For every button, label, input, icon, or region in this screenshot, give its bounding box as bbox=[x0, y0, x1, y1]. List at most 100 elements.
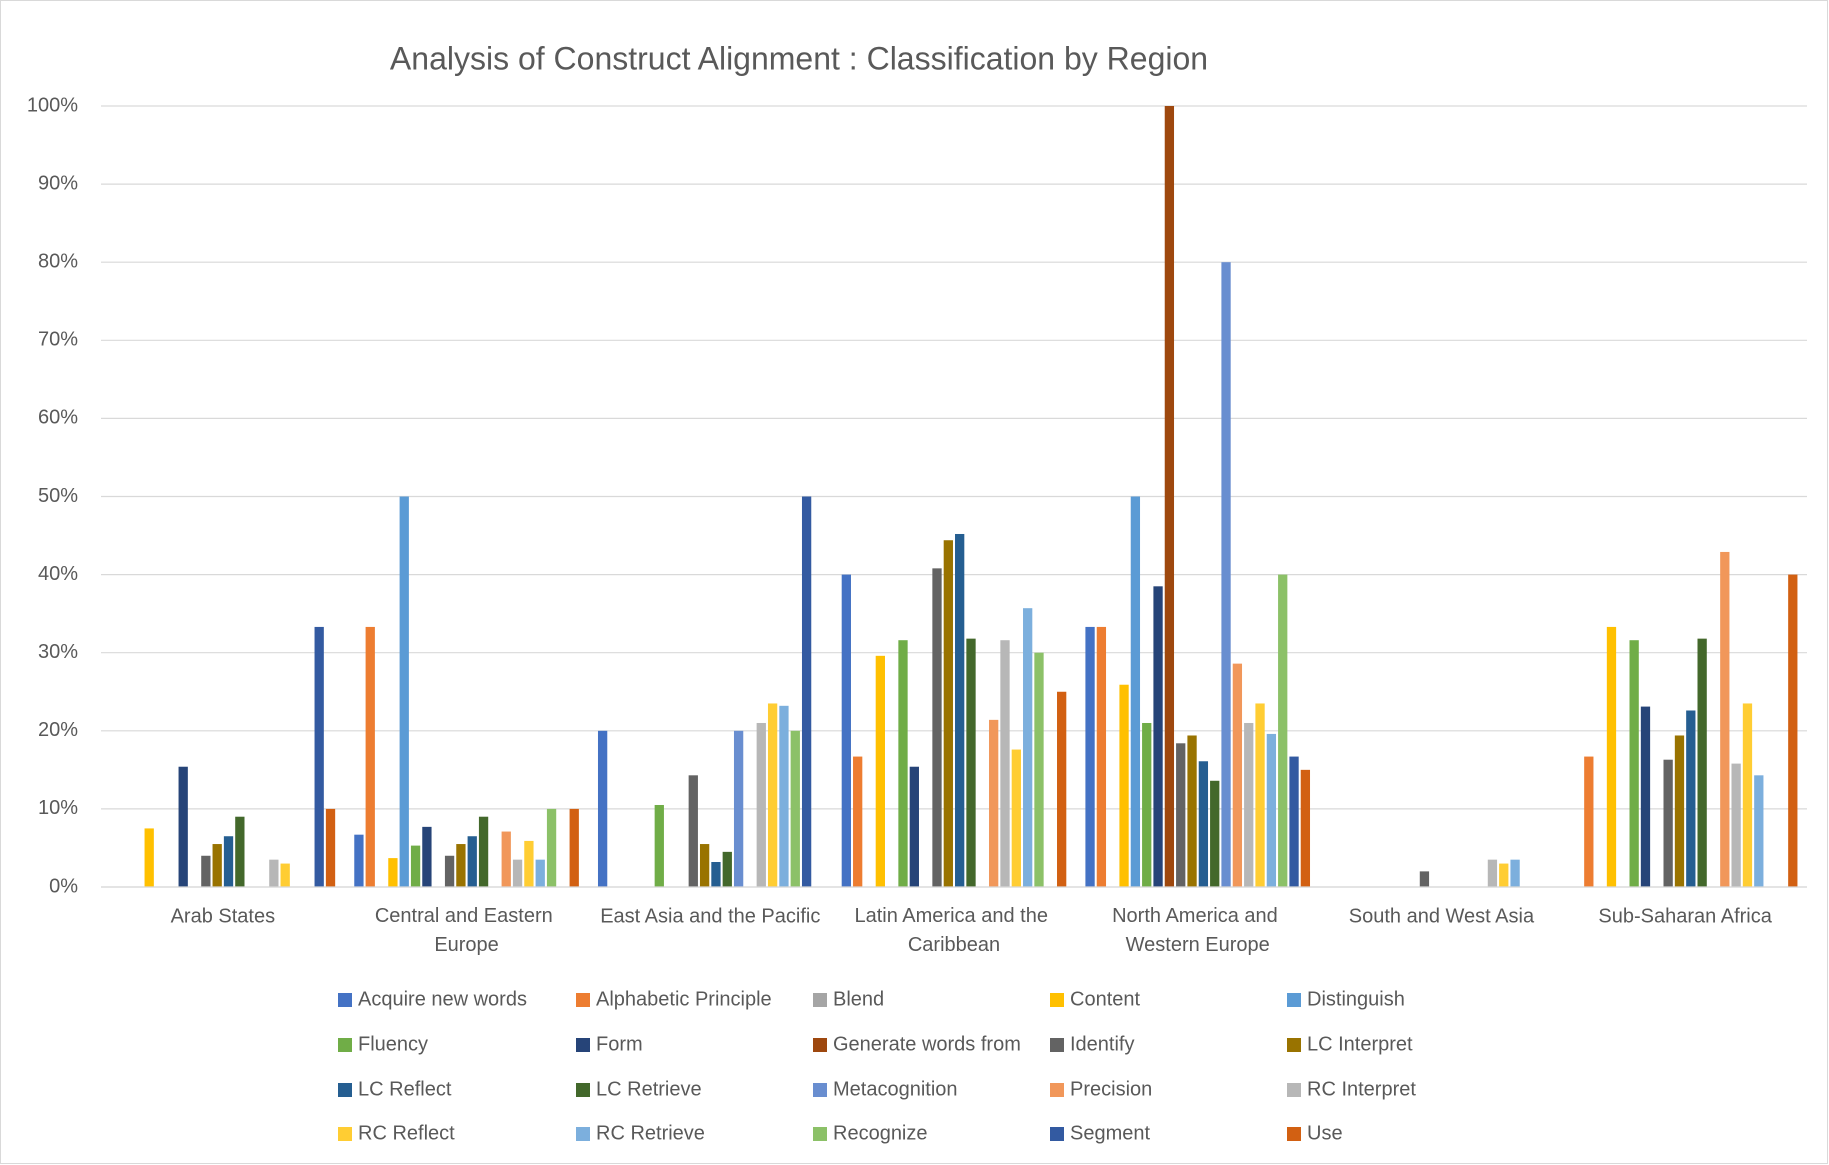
bar bbox=[853, 756, 863, 887]
legend-swatch bbox=[1050, 1127, 1064, 1141]
x-tick-label: Arab States bbox=[171, 905, 276, 927]
bar bbox=[1255, 703, 1265, 887]
bar bbox=[1629, 640, 1639, 887]
bar bbox=[1663, 759, 1673, 887]
bar bbox=[144, 828, 154, 887]
bar bbox=[410, 845, 421, 887]
y-tick-label: 0% bbox=[49, 875, 78, 897]
bar bbox=[1244, 722, 1254, 887]
bar bbox=[1057, 691, 1067, 887]
bar bbox=[1674, 735, 1685, 887]
y-tick-label: 10% bbox=[38, 797, 78, 819]
legend-label: Precision bbox=[1070, 1078, 1152, 1100]
bar bbox=[1130, 496, 1141, 887]
bar bbox=[1085, 626, 1095, 887]
y-tick-label: 40% bbox=[38, 563, 78, 585]
legend-swatch bbox=[1287, 993, 1301, 1007]
legend-label: Metacognition bbox=[833, 1078, 958, 1100]
bar bbox=[1788, 574, 1798, 887]
bar bbox=[467, 836, 477, 887]
legend-label: Recognize bbox=[833, 1122, 928, 1144]
bar bbox=[1096, 626, 1107, 887]
legend-label: RC Retrieve bbox=[596, 1122, 705, 1144]
legend-swatch bbox=[576, 993, 590, 1007]
bar bbox=[654, 804, 664, 887]
legend-label: RC Interpret bbox=[1307, 1078, 1416, 1100]
bar bbox=[722, 851, 732, 887]
bar bbox=[1731, 763, 1741, 887]
bar bbox=[456, 844, 466, 887]
bar bbox=[1198, 761, 1209, 887]
bar bbox=[955, 533, 965, 887]
bar bbox=[1221, 262, 1231, 887]
bar bbox=[1023, 608, 1033, 887]
legend-label: Alphabetic Principle bbox=[596, 988, 772, 1010]
bar bbox=[1510, 859, 1520, 887]
legend-label: Distinguish bbox=[1307, 988, 1405, 1010]
bar bbox=[1119, 684, 1129, 887]
bar bbox=[1289, 756, 1299, 887]
legend-label: Blend bbox=[833, 988, 884, 1010]
legend-swatch bbox=[338, 1038, 352, 1052]
legend-swatch bbox=[813, 1038, 827, 1052]
legend-label: Fluency bbox=[358, 1033, 428, 1055]
bar bbox=[365, 626, 375, 887]
legend-label: LC Retrieve bbox=[596, 1078, 702, 1100]
bar bbox=[1419, 871, 1430, 887]
bar bbox=[688, 775, 698, 887]
bar bbox=[1584, 756, 1594, 887]
legend-swatch bbox=[813, 993, 827, 1007]
legend-label: RC Reflect bbox=[358, 1122, 455, 1144]
bar bbox=[1000, 640, 1010, 887]
bar bbox=[422, 826, 432, 887]
bar bbox=[1606, 626, 1617, 887]
chart-title: Analysis of Construct Alignment : Classi… bbox=[390, 40, 1208, 76]
legend-swatch bbox=[1287, 1083, 1301, 1097]
y-tick-label: 80% bbox=[38, 250, 78, 272]
bar bbox=[1176, 743, 1186, 887]
bar bbox=[524, 840, 534, 887]
bar bbox=[1686, 710, 1696, 887]
bar bbox=[1187, 735, 1197, 887]
bar bbox=[280, 863, 290, 887]
bar bbox=[790, 730, 800, 887]
x-tick-label: Latin America and the Caribbean bbox=[854, 905, 1053, 956]
legend-label: Segment bbox=[1070, 1122, 1150, 1144]
bar bbox=[966, 638, 976, 887]
bar bbox=[535, 859, 545, 887]
legend-label: Identify bbox=[1070, 1033, 1134, 1055]
legend-swatch bbox=[576, 1038, 590, 1052]
bar bbox=[501, 831, 511, 887]
bar bbox=[989, 719, 999, 887]
bar bbox=[314, 626, 324, 887]
bar bbox=[388, 858, 398, 887]
y-tick-label: 70% bbox=[38, 329, 78, 351]
bar bbox=[1499, 863, 1509, 887]
bar bbox=[597, 730, 608, 887]
bar bbox=[767, 703, 778, 887]
x-tick-label: Central and Eastern Europe bbox=[375, 905, 558, 956]
legend-swatch bbox=[576, 1083, 590, 1097]
bar bbox=[235, 816, 245, 887]
bar bbox=[512, 859, 523, 887]
y-tick-label: 30% bbox=[38, 641, 78, 663]
x-tick-label: Sub-Saharan Africa bbox=[1598, 905, 1772, 927]
bar bbox=[1142, 722, 1152, 887]
bar bbox=[444, 855, 455, 887]
bar bbox=[898, 640, 908, 887]
x-tick-label: South and West Asia bbox=[1349, 905, 1535, 927]
legend-label: Form bbox=[596, 1033, 643, 1055]
bar bbox=[569, 808, 579, 887]
bar bbox=[212, 844, 222, 887]
bar bbox=[178, 766, 188, 887]
bar bbox=[1697, 638, 1707, 887]
bar bbox=[354, 834, 364, 887]
legend-label: LC Interpret bbox=[1307, 1033, 1413, 1055]
y-tick-label: 50% bbox=[38, 485, 78, 507]
legend-swatch bbox=[338, 1083, 352, 1097]
bar bbox=[875, 655, 885, 887]
y-tick-label: 100% bbox=[27, 94, 78, 116]
legend-swatch bbox=[813, 1083, 827, 1097]
